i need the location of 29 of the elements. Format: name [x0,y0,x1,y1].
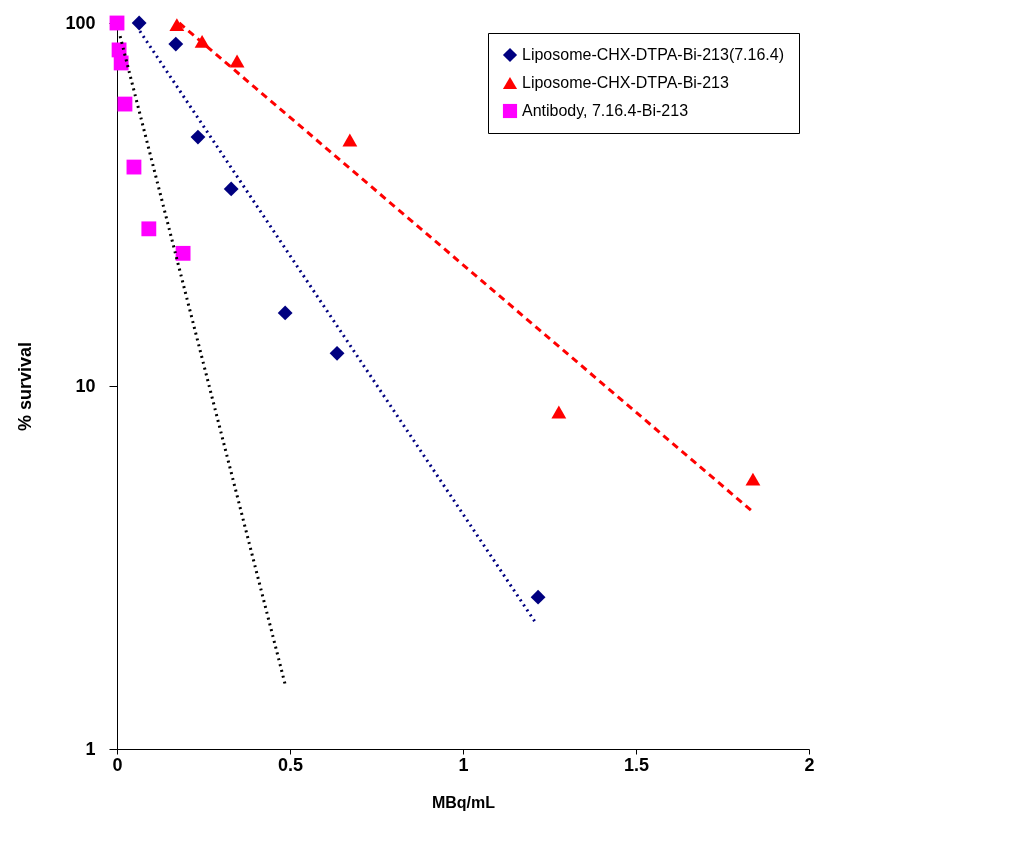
x-tick-label: 0.5 [277,754,304,775]
legend-label: Antibody, 7.16.4-Bi-213 [522,102,689,119]
y-axis-title: % survival [15,341,36,432]
point [190,129,206,145]
point [168,36,184,52]
point [109,15,125,31]
legend-label: Liposome-CHX-DTPA-Bi-213 [522,74,729,91]
point [329,345,345,361]
point [530,589,546,605]
y-tick-label: 10 [75,375,96,396]
x-tick-label: 2 [804,754,815,775]
point [141,221,157,237]
y-tick-label: 1 [85,738,96,759]
point [551,405,567,419]
x-tick-label: 1.5 [623,754,650,775]
x-tick-label: 1 [458,754,469,775]
point [229,54,245,68]
point [175,245,191,261]
point [277,305,293,321]
point [169,18,185,32]
point [223,181,239,197]
x-tick-label: 0 [112,754,123,775]
y-tick-label: 100 [65,12,96,33]
point [342,133,358,147]
point [745,472,761,486]
point [113,55,129,71]
x-axis-title: MBq/mL [431,793,496,811]
legend-label: Liposome-CHX-DTPA-Bi-213(7.16.4) [522,46,785,63]
point [131,15,147,31]
